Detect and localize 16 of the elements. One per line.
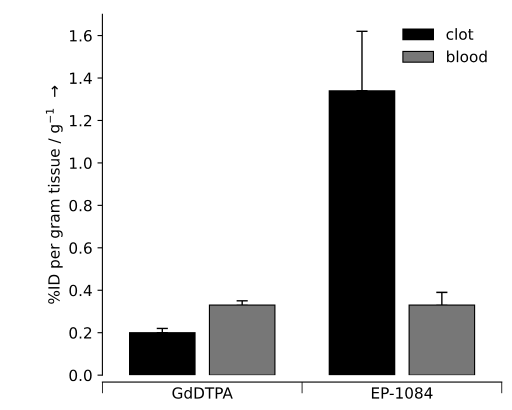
bar [129, 332, 196, 376]
y-tick-label: 0.0 [69, 370, 92, 382]
legend-label: blood [447, 50, 487, 62]
x-tick-label: EP-1084 [372, 387, 433, 399]
y-tick-label: 0.6 [69, 242, 92, 254]
y-tick-label: 1.0 [70, 157, 92, 169]
bar [208, 304, 276, 376]
y-tick-label: 1.6 [70, 30, 92, 42]
x-tick-label: GdDTPA [172, 386, 233, 399]
y-tick-label: 0.8 [69, 200, 92, 212]
legend-label: clot [446, 28, 474, 40]
y-axis-title: %ID per gram tissue / g$^{−1}$ → [46, 86, 63, 304]
y-tick-label: 0.2 [69, 327, 92, 339]
y-tick-label: 0.4 [69, 284, 92, 296]
y-tick-label: 1.2 [70, 114, 92, 126]
y-tick-label: 1.4 [70, 72, 92, 84]
